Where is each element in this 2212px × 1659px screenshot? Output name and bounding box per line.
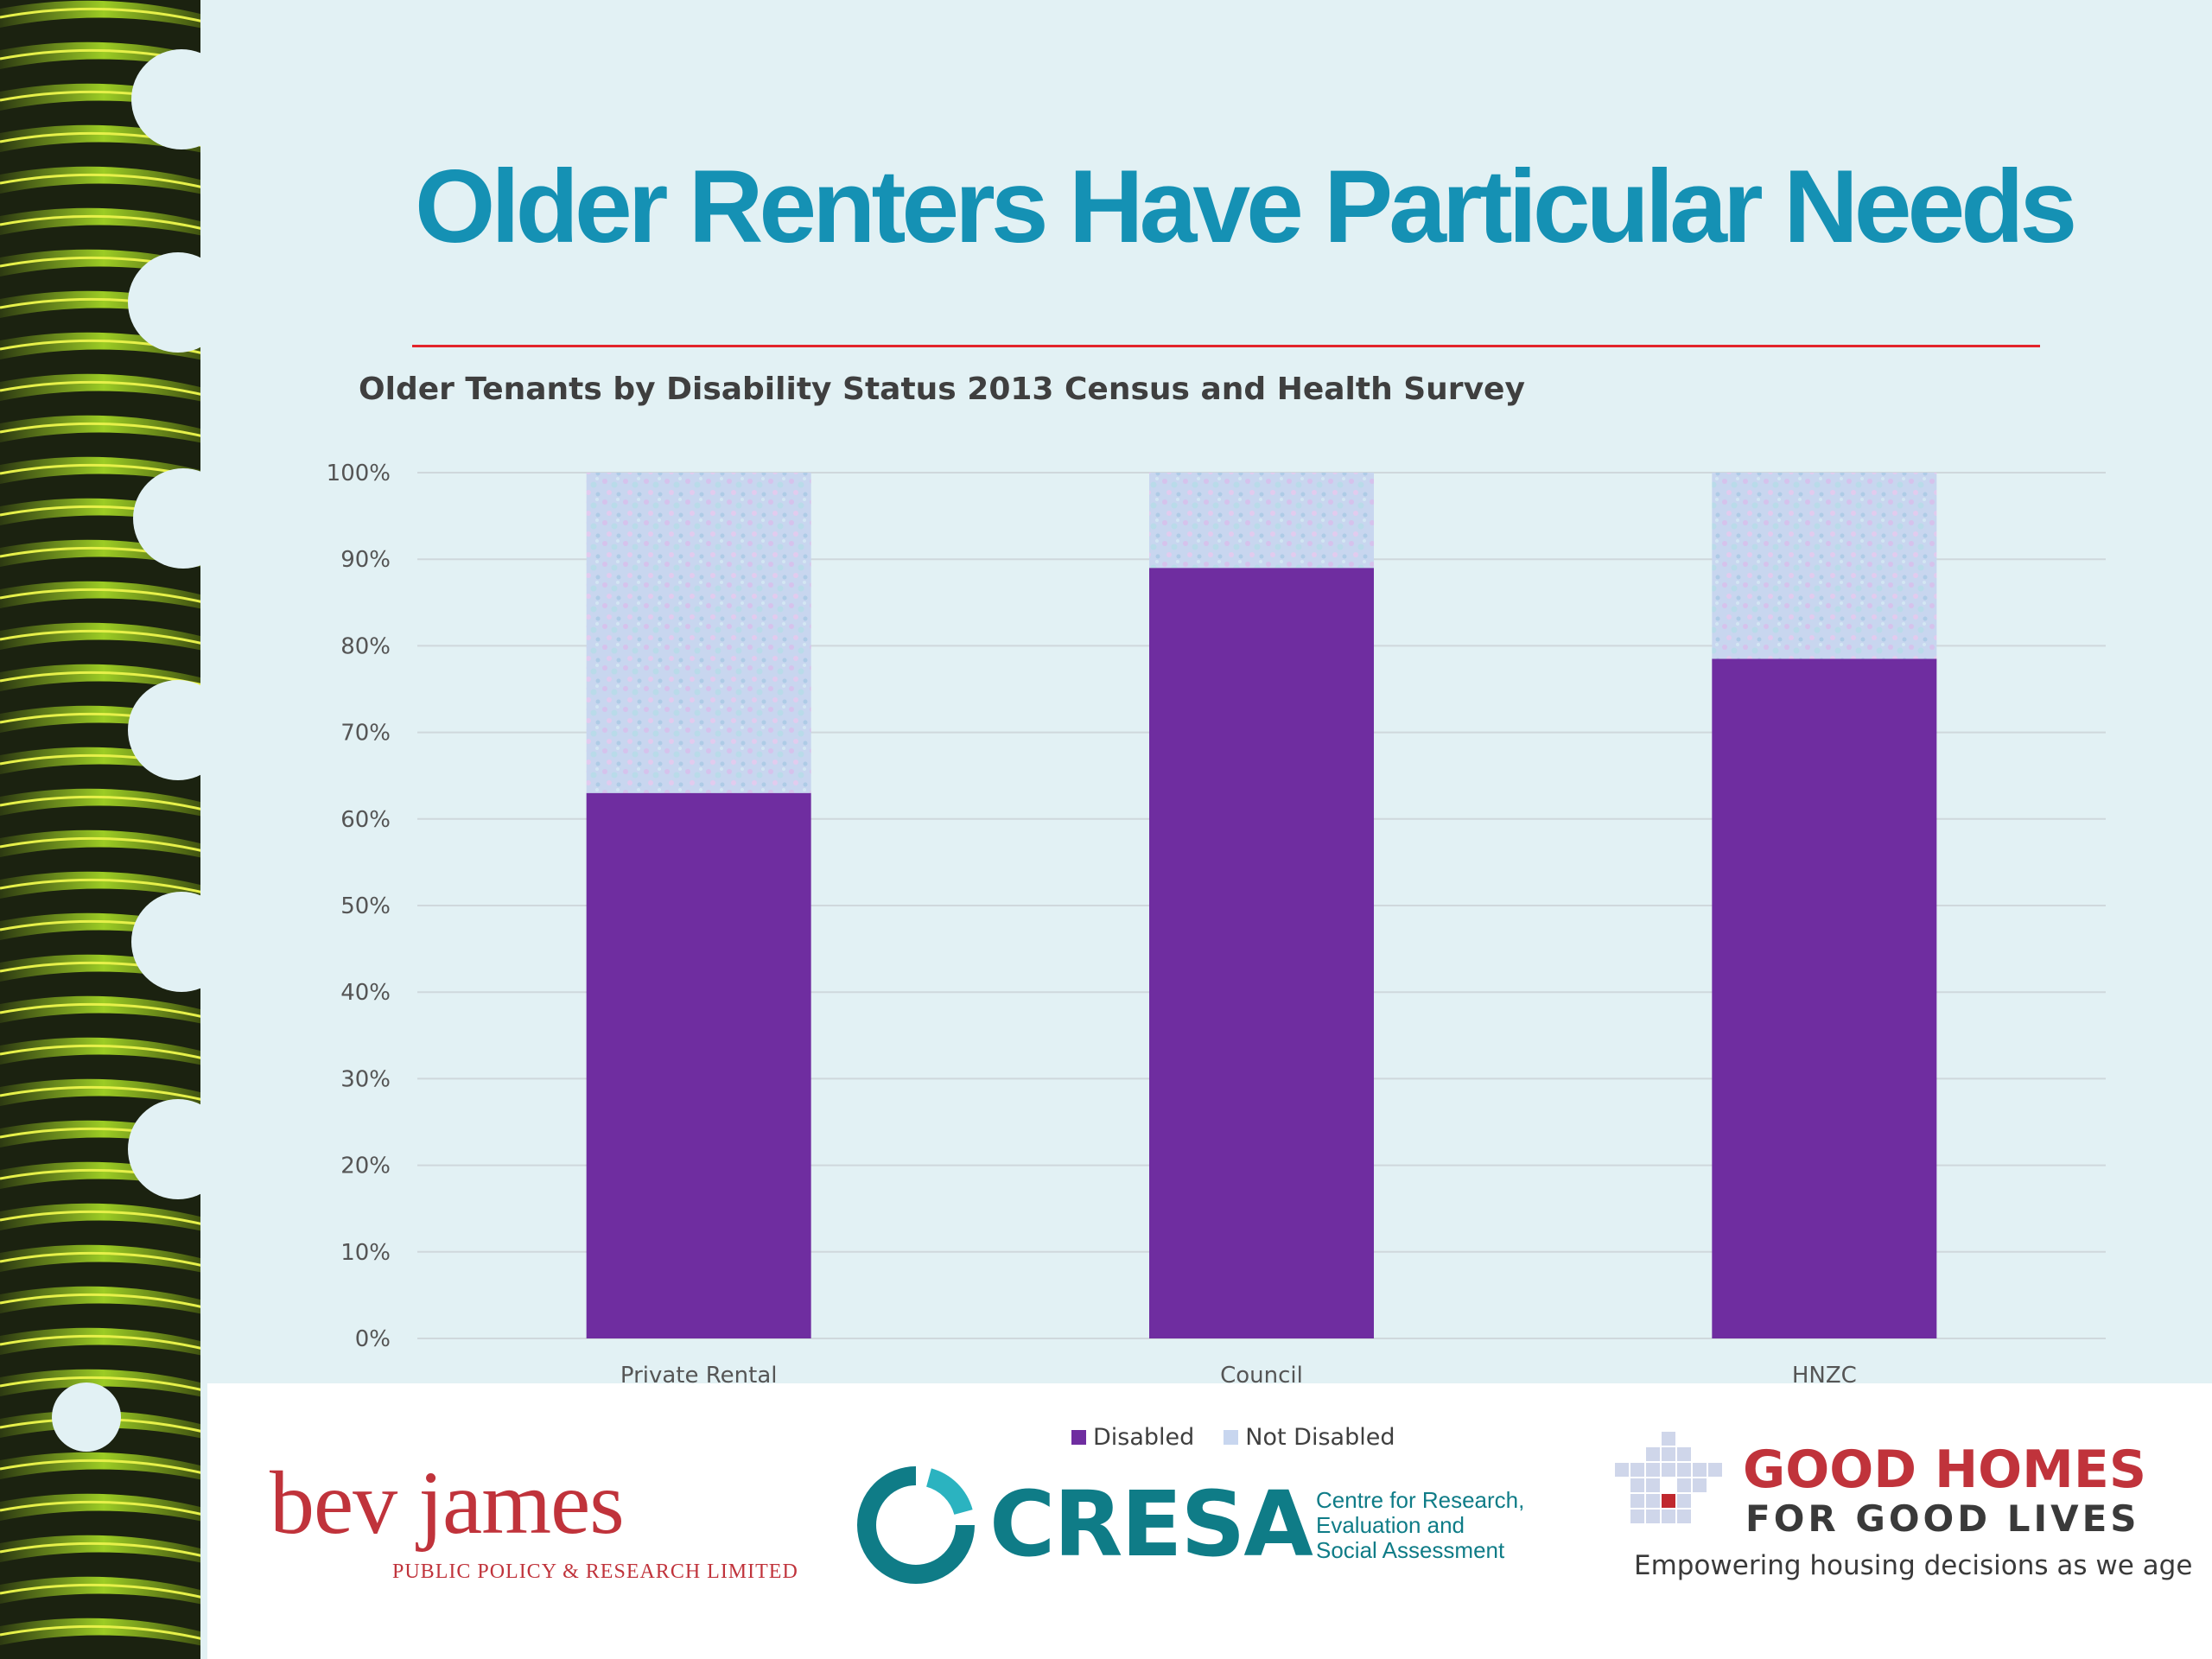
chart-legend: Disabled Not Disabled: [1071, 1420, 1395, 1454]
bar-segment-disabled: [1712, 658, 1937, 1338]
leaf-highlight: [0, 422, 207, 439]
leaf-highlight: [0, 836, 207, 854]
bev-james-name: bev james: [270, 1453, 625, 1553]
leaf-highlight: [0, 214, 207, 232]
y-tick-label: 40%: [340, 980, 391, 1006]
bar-segment-not-disabled: [1712, 473, 1937, 659]
good-homes-logo: GOOD HOMES FOR GOOD LIVES Empowering hou…: [1611, 1430, 2192, 1594]
y-tick-label: 80%: [340, 633, 391, 659]
legend-label-not-disabled: Not Disabled: [1245, 1423, 1395, 1451]
leaf-stripe: [0, 830, 207, 859]
title-divider: [412, 345, 2040, 347]
legend-swatch-disabled: [1071, 1429, 1086, 1445]
cresa-wordmark: CRESA: [989, 1471, 1313, 1577]
bev-james-logo: bev james PUBLIC POLICY & RESEARCH LIMIT…: [270, 1453, 798, 1584]
decorative-leaf-border: [0, 0, 207, 1659]
leaf-highlight: [0, 1459, 207, 1476]
leaf-stripe: [0, 456, 207, 486]
y-tick-label: 70%: [340, 721, 391, 747]
leaf-highlight: [0, 380, 207, 397]
bar-segment-not-disabled: [1149, 473, 1374, 569]
legend-item-not-disabled: Not Disabled: [1224, 1424, 1395, 1451]
leaf-stripe: [0, 0, 207, 30]
leaf-highlight: [0, 1624, 207, 1642]
bar-segment-disabled: [586, 792, 811, 1338]
cresa-tagline-line: Social Assessment: [1316, 1537, 1505, 1563]
leaf-stripe: [0, 373, 207, 403]
bev-james-subtitle: PUBLIC POLICY & RESEARCH LIMITED: [392, 1560, 798, 1583]
leaf-highlight: [0, 629, 207, 646]
leaf-highlight: [0, 1541, 207, 1559]
leaf-highlight: [0, 1085, 207, 1103]
leaf-highlight: [0, 1044, 207, 1061]
leaf-highlight: [0, 173, 207, 190]
leaf-stripe: [0, 249, 207, 278]
legend-swatch-not-disabled: [1224, 1429, 1239, 1445]
leaf-highlight: [0, 1500, 207, 1517]
cresa-tagline-line: Evaluation and: [1316, 1512, 1465, 1538]
y-tick-label: 30%: [340, 1066, 391, 1092]
good-homes-line1: GOOD HOMES: [1743, 1440, 2147, 1500]
y-tick-label: 100%: [327, 461, 391, 486]
leaf-stripe: [0, 1203, 207, 1232]
x-tick-label: HNZC: [1792, 1363, 1857, 1389]
bar-segment-disabled: [1149, 568, 1374, 1338]
leaf-stripe: [0, 995, 207, 1025]
y-tick-label: 50%: [340, 893, 391, 919]
leaf-stripe: [0, 415, 207, 444]
cresa-logo: CRESA Centre for Research, Evaluation an…: [851, 1460, 1542, 1599]
x-tick-label: Private Rental: [620, 1363, 778, 1389]
leaf-highlight: [0, 795, 207, 812]
leaf-stripe: [0, 1493, 207, 1522]
leaf-stripe: [0, 1078, 207, 1108]
leaf-stripe: [0, 1452, 207, 1481]
leaf-highlight: [0, 1334, 207, 1351]
leaf-stripe: [0, 1286, 207, 1315]
cresa-ring-icon: [857, 1466, 975, 1584]
leaf-stripe: [0, 788, 207, 817]
x-tick-label: Council: [1220, 1363, 1303, 1389]
leaf-highlight: [0, 588, 207, 605]
leaf-highlight: [0, 7, 207, 24]
footer-band: [207, 1383, 2212, 1659]
leaf-highlight: [0, 1251, 207, 1268]
legend-item-disabled: Disabled: [1071, 1424, 1194, 1451]
leaf-stripe: [0, 664, 207, 693]
leaf-highlight: [0, 878, 207, 895]
leaf-stripe: [0, 581, 207, 610]
y-tick-label: 10%: [340, 1240, 391, 1266]
legend-label-disabled: Disabled: [1093, 1423, 1195, 1451]
leaf-stripe: [0, 1576, 207, 1605]
slide-title: Older Renters Have Particular Needs: [415, 149, 2077, 264]
chart-title: Older Tenants by Disability Status 2013 …: [359, 372, 1525, 407]
y-tick-label: 90%: [340, 547, 391, 573]
leaf-stripe: [0, 207, 207, 237]
leaf-stripe: [0, 1037, 207, 1066]
leaf-stripe: [0, 1244, 207, 1274]
y-tick-label: 20%: [340, 1154, 391, 1179]
leaf-stripe: [0, 871, 207, 900]
cresa-tagline-line: Centre for Research,: [1316, 1487, 1525, 1513]
leaf-stripe: [0, 1327, 207, 1357]
y-tick-label: 60%: [340, 807, 391, 833]
cresa-tagline: Centre for Research, Evaluation and Soci…: [1316, 1488, 1524, 1563]
leaf-stripe: [0, 1618, 207, 1647]
leaf-stripe: [0, 1369, 207, 1398]
y-tick-label: 0%: [355, 1326, 391, 1352]
good-homes-grid-icon: [1615, 1432, 1722, 1523]
leaf-highlight: [0, 1002, 207, 1020]
bar-segment-not-disabled: [586, 473, 811, 793]
good-homes-line2: FOR GOOD LIVES: [1745, 1497, 2140, 1540]
good-homes-tagline: Empowering housing decisions as we age: [1634, 1550, 2193, 1581]
leaf-stripe: [0, 1535, 207, 1564]
leaf-highlight: [0, 1583, 207, 1600]
leaf-stripe: [0, 622, 207, 652]
leaf-highlight: [0, 1210, 207, 1227]
leaf-stripe: [0, 166, 207, 195]
leaf-stripe: [0, 41, 207, 71]
leaf-highlight: [0, 1293, 207, 1310]
leaf-highlight: [0, 1376, 207, 1393]
